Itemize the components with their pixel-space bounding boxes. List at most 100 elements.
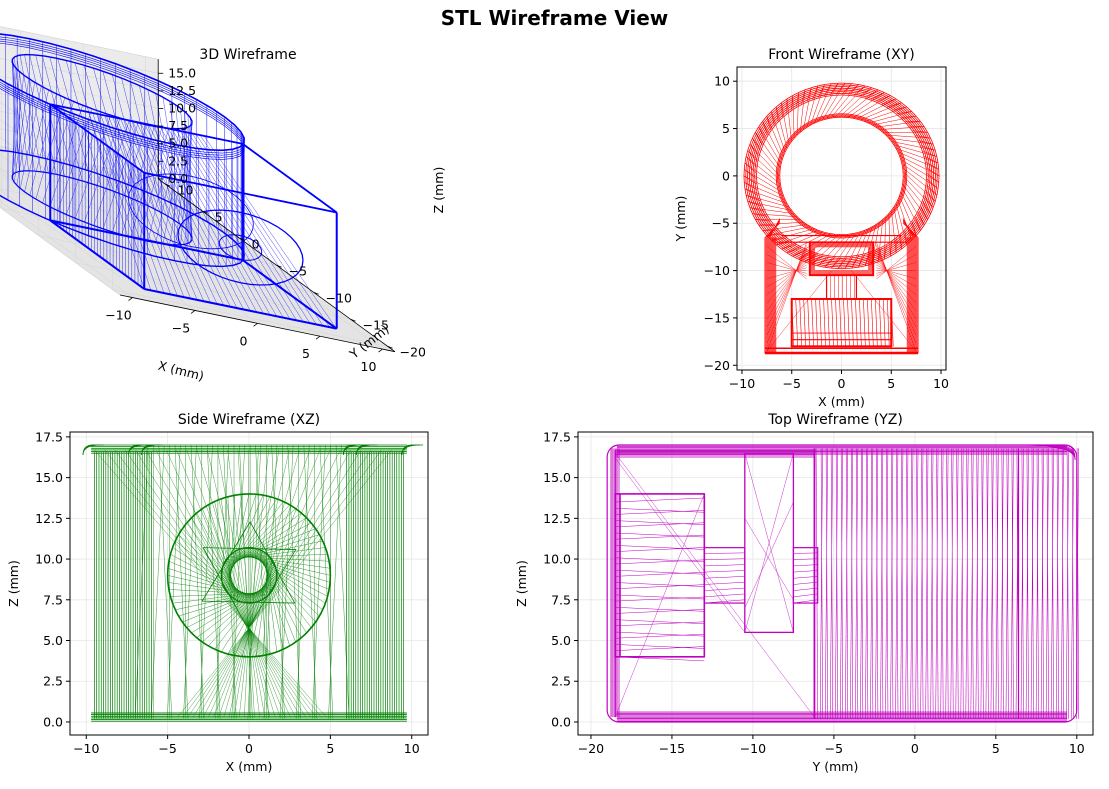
mesh-edge bbox=[886, 448, 889, 719]
mesh-edge bbox=[201, 521, 251, 602]
x-tick-label: −10 bbox=[740, 741, 766, 756]
mesh-edge bbox=[615, 520, 705, 525]
grid-line bbox=[0, 40, 159, 74]
mesh-edge bbox=[815, 298, 818, 347]
mesh-edge bbox=[615, 532, 705, 538]
mesh-edge bbox=[217, 449, 265, 718]
mesh-edge bbox=[870, 448, 874, 719]
mesh-edge bbox=[885, 448, 889, 719]
grid-line bbox=[0, 145, 159, 180]
mesh-edge bbox=[328, 445, 342, 719]
mesh-edge bbox=[156, 126, 258, 313]
mesh-edge bbox=[1061, 448, 1064, 719]
mesh-edge bbox=[1020, 448, 1024, 719]
mesh-edge bbox=[1040, 448, 1044, 719]
mesh-edge bbox=[615, 559, 705, 565]
mesh-edge bbox=[158, 445, 173, 719]
mesh-edge bbox=[1076, 448, 1080, 719]
mesh-edge bbox=[986, 448, 989, 719]
mesh-edge bbox=[1063, 444, 1076, 460]
mesh-edge bbox=[766, 259, 807, 303]
mesh-edge bbox=[876, 250, 917, 328]
mesh-edge bbox=[793, 599, 818, 604]
y-tick-label: 17.5 bbox=[543, 429, 571, 444]
mesh-edge bbox=[615, 547, 705, 552]
mesh-edge bbox=[1041, 448, 1044, 719]
mesh-edge bbox=[615, 596, 705, 602]
grid-line bbox=[0, 128, 159, 162]
mesh-edge bbox=[865, 448, 869, 719]
mesh-edge bbox=[151, 445, 165, 719]
mesh-edge bbox=[996, 448, 999, 719]
mesh-edge bbox=[834, 448, 838, 719]
mesh-edge bbox=[112, 117, 185, 298]
grid-line bbox=[0, 154, 121, 243]
grid-line bbox=[0, 119, 121, 208]
mesh-edge bbox=[102, 122, 139, 229]
mesh-edge bbox=[130, 127, 162, 238]
y-tick-label: 12.5 bbox=[35, 511, 63, 526]
mesh-edge bbox=[187, 449, 372, 718]
mesh-edge bbox=[744, 453, 794, 633]
mesh-edge bbox=[1026, 448, 1029, 719]
mesh-edge bbox=[766, 250, 807, 328]
wireframe-mesh-3d bbox=[0, 33, 338, 330]
mesh-edge bbox=[855, 448, 859, 719]
mesh-edge bbox=[871, 298, 874, 347]
mesh-edge bbox=[94, 449, 327, 718]
y-tick-label: 10 bbox=[178, 182, 194, 197]
mesh-edge bbox=[16, 55, 35, 172]
mesh-edge bbox=[960, 448, 964, 719]
top-ring-outer bbox=[0, 33, 245, 152]
x-tick-label: −5 bbox=[825, 741, 843, 756]
mesh-edge bbox=[615, 572, 705, 577]
mesh-edge bbox=[243, 548, 323, 610]
ring-outer-edge bbox=[747, 86, 936, 266]
mesh-edge bbox=[803, 298, 806, 347]
mesh-edge bbox=[786, 98, 792, 142]
mesh-edge bbox=[900, 191, 921, 231]
mesh-edge bbox=[287, 445, 301, 719]
mesh-edge bbox=[164, 127, 271, 315]
mesh-edge bbox=[793, 576, 818, 579]
wireframe-mesh bbox=[743, 82, 940, 355]
side-hole-inner bbox=[218, 234, 263, 261]
mesh-edge bbox=[758, 221, 804, 226]
ring-outer-edge bbox=[752, 91, 931, 261]
mesh-edge bbox=[940, 448, 944, 719]
x-tick-label: 5 bbox=[326, 741, 334, 756]
mesh-edge bbox=[896, 448, 899, 719]
mesh-edge bbox=[820, 448, 823, 719]
mesh-edge bbox=[49, 103, 145, 174]
mesh-edge bbox=[850, 448, 854, 719]
mesh-edge bbox=[65, 60, 102, 187]
mesh-edge bbox=[128, 120, 211, 303]
mesh-edge bbox=[744, 162, 782, 189]
mesh-edge bbox=[1010, 448, 1014, 719]
y-tick-label: 0 bbox=[252, 236, 260, 251]
panel-side-wireframe: −10 −5 0 5 10 0.0 2.5 5.0 7.5 10.0 12.5 15.0 17.5 Sid… bbox=[6, 412, 429, 774]
grid-line bbox=[0, 75, 159, 109]
mesh-edge bbox=[1024, 444, 1076, 460]
mesh-edge bbox=[843, 298, 846, 347]
y-axis-line bbox=[157, 178, 396, 352]
mesh-edge bbox=[843, 89, 879, 118]
mesh-edge bbox=[810, 242, 873, 275]
mesh-edge bbox=[195, 134, 324, 326]
mesh-edge bbox=[104, 115, 171, 295]
mesh-edge bbox=[897, 151, 939, 170]
x-tick-label: −10 bbox=[73, 741, 99, 756]
mesh-edge bbox=[813, 245, 870, 272]
mesh-edge bbox=[136, 121, 224, 306]
mesh-edge bbox=[132, 121, 218, 305]
mesh-edge bbox=[868, 111, 912, 124]
mesh-edge bbox=[885, 134, 931, 139]
mesh-edge bbox=[74, 62, 111, 191]
mesh-edge bbox=[876, 261, 917, 295]
mesh-edge bbox=[818, 83, 839, 122]
mesh-edge bbox=[872, 115, 917, 126]
mesh-edge bbox=[829, 448, 833, 719]
mesh-edge bbox=[147, 128, 175, 242]
mesh-edge bbox=[134, 445, 149, 719]
